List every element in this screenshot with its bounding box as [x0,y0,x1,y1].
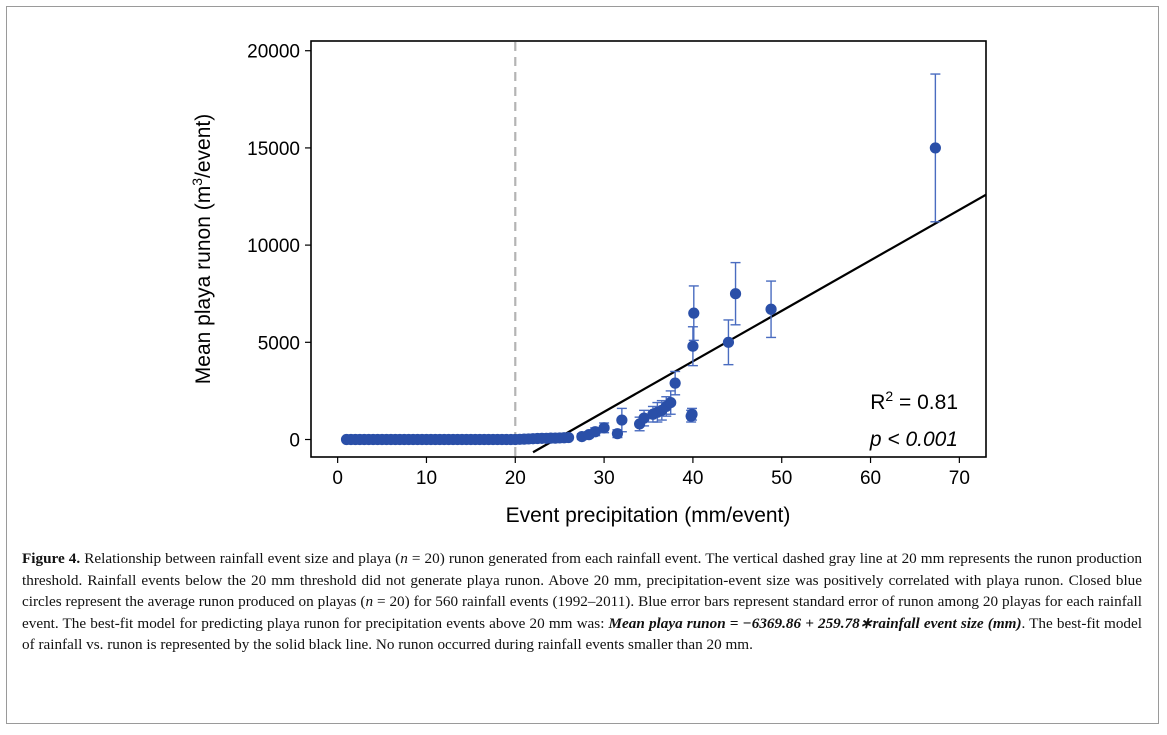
p-value-label: p < 0.001 [869,428,958,451]
r-squared-label: R2 = 0.81 [870,388,958,414]
data-point [687,340,699,352]
y-axis-title: Mean playa runon (m3/event) [189,114,215,384]
caption-text-4: . The best-fit model of rainfall vs. run… [22,614,1142,654]
x-tick-label: 30 [594,468,615,489]
x-tick-label: 0 [332,468,343,489]
caption-text-3: = 20) for 560 rainfall events (1992–2011… [22,593,1142,632]
data-point [686,408,698,420]
y-tick-label: 5000 [258,333,300,354]
data-point [665,396,677,409]
x-tick-label: 60 [860,468,881,489]
y-tick-label: 20000 [247,42,300,63]
caption-n-symbol-1: n [400,550,408,567]
data-point [729,288,742,300]
x-tick-label: 40 [682,468,703,489]
data-point [598,422,610,434]
x-tick-label: 70 [949,468,970,489]
caption-n-symbol-2: n [365,593,374,610]
caption-text-1: Relationship between rainfall event size… [80,550,401,567]
data-point [669,377,681,389]
y-tick-label: 15000 [247,139,300,160]
data-point [688,307,700,319]
data-point [638,412,650,424]
data-point [589,426,601,438]
y-tick-label: 0 [289,431,300,452]
y-tick-label: 10000 [247,236,300,257]
data-point [611,428,624,440]
caption-text-2: = 20) runon generated from each rainfall… [22,550,1143,610]
x-tick-label: 50 [771,468,792,489]
data-point [562,431,575,444]
fit-line [532,193,986,454]
x-axis-title: Event precipitation (mm/event) [506,504,791,527]
caption-equation: Mean playa runon = −6369.86 + 259.78∗rai… [608,614,1022,632]
x-tick-label: 10 [416,468,437,489]
x-tick-label: 20 [505,468,526,489]
figure-caption: Figure 4. Relationship between rainfall … [22,548,1142,656]
data-point [765,303,777,315]
data-point [616,414,628,426]
caption-label: Figure 4. [22,550,81,567]
data-point [722,336,735,348]
data-point [929,142,941,154]
